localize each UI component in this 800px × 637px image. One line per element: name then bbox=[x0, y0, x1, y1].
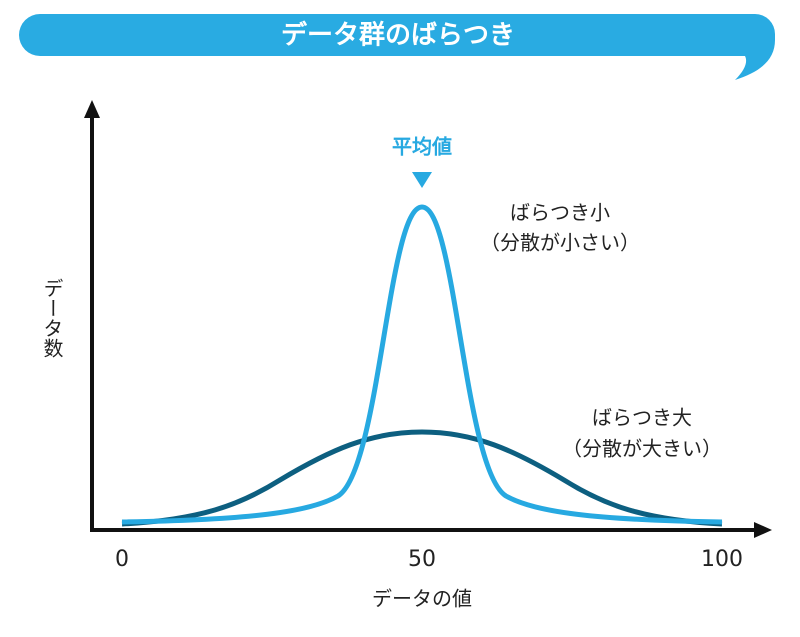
x-axis-arrow bbox=[754, 522, 772, 538]
series-label: ばらつき大 bbox=[592, 406, 692, 430]
title: データ群のばらつき bbox=[281, 20, 515, 51]
x-tick-label: 100 bbox=[701, 547, 743, 572]
series-detail: （分散が大きい） bbox=[562, 437, 722, 461]
mean-marker bbox=[412, 172, 432, 188]
y-axis-label: データ数 bbox=[40, 278, 64, 358]
series-label: ばらつき小 bbox=[510, 201, 610, 225]
mean-annotation: 平均値 bbox=[392, 135, 452, 159]
x-axis-label: データの値 bbox=[372, 587, 472, 611]
wide-curve bbox=[121, 429, 723, 527]
x-tick-label: 50 bbox=[408, 547, 436, 572]
x-tick-label: 0 bbox=[115, 547, 129, 572]
title-banner bbox=[19, 14, 775, 80]
y-axis-arrow bbox=[84, 100, 100, 118]
narrow-curve bbox=[121, 204, 723, 525]
series-detail: （分散が小さい） bbox=[480, 231, 640, 255]
